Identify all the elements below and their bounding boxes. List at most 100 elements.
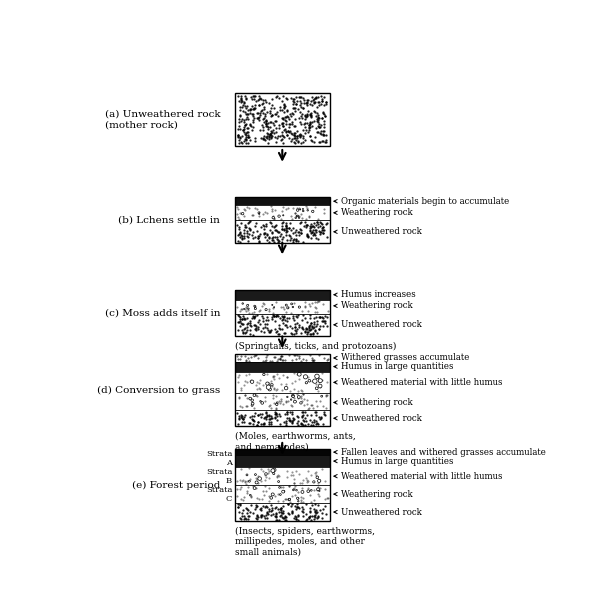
Text: Weathering rock: Weathering rock [341, 209, 413, 218]
Circle shape [301, 490, 304, 493]
Circle shape [283, 490, 285, 492]
Text: (b) Lchens settle in: (b) Lchens settle in [118, 216, 221, 225]
Bar [235, 410, 330, 426]
Circle shape [278, 481, 280, 483]
Circle shape [265, 308, 267, 311]
Text: (e) Forest period: (e) Forest period [132, 481, 221, 490]
Text: Humus increases: Humus increases [341, 290, 416, 299]
Bar [235, 290, 330, 300]
Circle shape [298, 395, 300, 398]
Circle shape [276, 403, 278, 405]
Circle shape [293, 400, 296, 403]
Circle shape [262, 373, 265, 376]
Circle shape [246, 304, 249, 307]
Circle shape [318, 379, 322, 383]
Circle shape [270, 496, 272, 499]
Circle shape [241, 213, 244, 215]
Circle shape [270, 383, 273, 386]
Circle shape [315, 387, 318, 389]
Text: Weathering rock: Weathering rock [341, 398, 413, 407]
Circle shape [257, 477, 261, 480]
Circle shape [265, 382, 269, 385]
Bar [235, 485, 330, 503]
Circle shape [305, 382, 307, 384]
Circle shape [268, 388, 272, 391]
Text: (Moles, earthworms, ants,
and nematodes): (Moles, earthworms, ants, and nematodes) [235, 432, 355, 451]
Circle shape [299, 209, 301, 210]
Circle shape [277, 402, 278, 404]
Circle shape [291, 303, 293, 305]
Circle shape [254, 307, 256, 308]
Text: Humus in large quantities: Humus in large quantities [341, 457, 453, 466]
Text: (Insects, spiders, earthworms,
millipedes, moles, and other
small animals): (Insects, spiders, earthworms, millipede… [235, 526, 375, 557]
Text: Organic materials begin to accumulate: Organic materials begin to accumulate [341, 197, 509, 206]
Circle shape [318, 490, 320, 492]
Bar [235, 290, 330, 336]
Circle shape [266, 385, 271, 389]
Circle shape [251, 399, 253, 401]
Circle shape [285, 386, 288, 390]
Text: Strata
B: Strata B [206, 468, 232, 485]
Circle shape [300, 401, 302, 404]
Circle shape [255, 481, 258, 484]
Bar [235, 355, 330, 362]
Text: Withered grasses accumulate: Withered grasses accumulate [341, 353, 469, 362]
Circle shape [249, 397, 252, 400]
Circle shape [259, 213, 260, 215]
Circle shape [258, 212, 260, 214]
Circle shape [242, 303, 243, 304]
Text: Unweathered rock: Unweathered rock [341, 507, 422, 516]
Circle shape [278, 215, 280, 218]
Circle shape [290, 399, 292, 400]
Circle shape [286, 307, 289, 309]
Circle shape [295, 217, 296, 219]
Circle shape [260, 400, 261, 402]
Circle shape [321, 395, 323, 397]
Circle shape [272, 216, 275, 219]
Circle shape [254, 308, 256, 310]
Bar [235, 314, 330, 336]
Circle shape [254, 474, 256, 475]
Circle shape [248, 480, 250, 482]
Text: Unweathered rock: Unweathered rock [341, 413, 422, 423]
Circle shape [272, 468, 276, 472]
Bar [235, 300, 330, 314]
Text: Weathering rock: Weathering rock [341, 490, 413, 499]
Bar [235, 197, 330, 206]
Bar [235, 355, 330, 426]
Circle shape [275, 403, 278, 406]
Circle shape [313, 379, 317, 383]
Circle shape [296, 215, 298, 216]
Circle shape [288, 498, 291, 500]
Circle shape [253, 394, 256, 397]
Circle shape [253, 487, 256, 489]
Text: (Springtails, ticks, and protozoans): (Springtails, ticks, and protozoans) [235, 341, 396, 350]
Circle shape [303, 375, 307, 379]
Circle shape [297, 215, 299, 217]
Bar [235, 206, 330, 220]
Circle shape [296, 489, 298, 491]
Circle shape [302, 210, 304, 212]
Bar [235, 393, 330, 410]
Circle shape [312, 210, 314, 213]
Circle shape [271, 469, 275, 472]
Bar [235, 455, 330, 467]
Circle shape [317, 479, 321, 483]
Bar [235, 450, 330, 521]
Bar [235, 93, 330, 146]
Circle shape [249, 495, 251, 496]
Circle shape [246, 474, 248, 476]
Text: Weathered material with little humus: Weathered material with little humus [341, 378, 503, 387]
Circle shape [248, 308, 249, 310]
Circle shape [278, 486, 280, 488]
Text: (a) Unweathered rock
(mother rock): (a) Unweathered rock (mother rock) [105, 110, 221, 129]
Circle shape [271, 493, 274, 496]
Circle shape [283, 215, 284, 216]
Circle shape [261, 401, 264, 404]
Circle shape [243, 308, 245, 310]
Circle shape [250, 380, 254, 383]
Circle shape [292, 395, 294, 398]
Circle shape [298, 306, 301, 308]
Circle shape [310, 489, 312, 491]
Circle shape [296, 209, 299, 212]
